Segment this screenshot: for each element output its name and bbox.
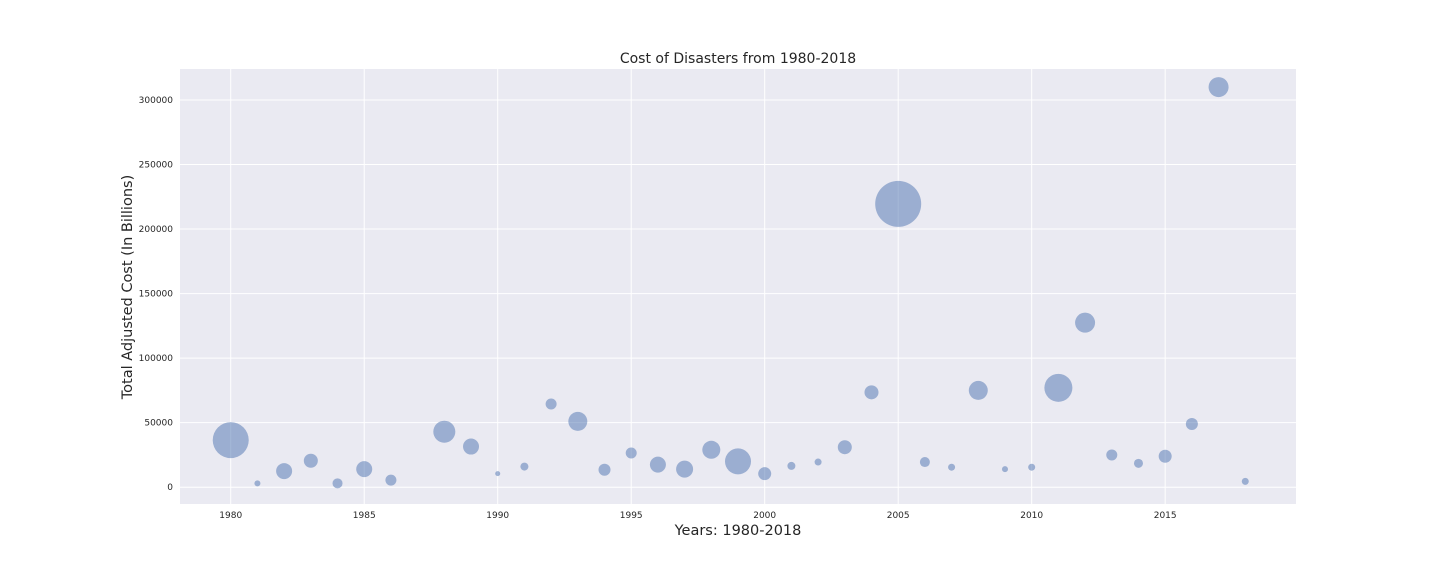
- y-tick-label: 50000: [144, 419, 173, 429]
- data-point: [1185, 417, 1198, 430]
- y-tick-label: 200000: [139, 225, 174, 235]
- y-tick-label: 250000: [139, 161, 174, 171]
- data-point: [758, 467, 772, 481]
- data-point: [1106, 449, 1118, 461]
- plot-background: [180, 69, 1296, 504]
- data-point: [948, 463, 956, 471]
- data-point: [568, 411, 588, 431]
- data-point: [598, 463, 611, 476]
- x-tick-label: 2005: [887, 511, 910, 521]
- x-tick-label: 1990: [486, 511, 509, 521]
- data-point: [276, 463, 293, 480]
- data-point: [1158, 449, 1172, 463]
- data-point: [649, 456, 666, 473]
- data-point: [1208, 77, 1229, 98]
- x-tick-label: 1980: [219, 511, 242, 521]
- y-tick-label: 100000: [139, 354, 174, 364]
- x-tick-label: 1995: [620, 511, 643, 521]
- data-point: [1241, 477, 1249, 485]
- data-point: [303, 453, 318, 468]
- data-point: [520, 462, 529, 471]
- data-point: [385, 474, 397, 486]
- y-axis-label: Total Adjusted Cost (In Billions): [120, 175, 136, 400]
- data-point: [212, 422, 249, 459]
- data-point: [625, 447, 637, 459]
- y-tick-label: 0: [167, 483, 173, 493]
- x-tick-label: 2010: [1020, 511, 1043, 521]
- data-point: [332, 478, 343, 489]
- data-point: [676, 460, 694, 478]
- x-axis-label: Years: 1980-2018: [674, 523, 802, 539]
- data-point: [463, 438, 480, 455]
- x-tick-label: 1985: [353, 511, 376, 521]
- data-point: [787, 461, 796, 470]
- data-point: [1001, 466, 1008, 473]
- y-tick-label: 150000: [139, 290, 174, 300]
- data-point: [545, 398, 557, 410]
- x-tick-label: 2000: [753, 511, 776, 521]
- data-point: [864, 385, 879, 400]
- data-point: [875, 180, 922, 227]
- data-point: [433, 420, 456, 443]
- data-point: [814, 458, 822, 466]
- data-point: [1133, 458, 1143, 468]
- data-point: [1075, 312, 1096, 333]
- y-tick-labels: 0 50000 100000 150000 200000 250000 300000: [139, 96, 174, 493]
- data-point: [1044, 373, 1073, 402]
- data-point: [837, 440, 852, 455]
- y-tick-label: 300000: [139, 96, 174, 106]
- data-point: [968, 380, 988, 400]
- data-point: [356, 461, 373, 478]
- data-point: [725, 448, 751, 475]
- data-point: [495, 471, 501, 477]
- data-point: [254, 480, 261, 487]
- data-point: [702, 440, 721, 459]
- x-tick-label: 2015: [1154, 511, 1177, 521]
- grid-lines: [180, 69, 1296, 504]
- x-tick-labels: 1980 1985 1990 1995 2000 2005 2010 2015: [219, 511, 1176, 521]
- data-points: [212, 77, 1249, 489]
- chart-title: Cost of Disasters from 1980-2018: [620, 51, 856, 67]
- data-point: [1028, 463, 1036, 471]
- data-point: [919, 457, 930, 468]
